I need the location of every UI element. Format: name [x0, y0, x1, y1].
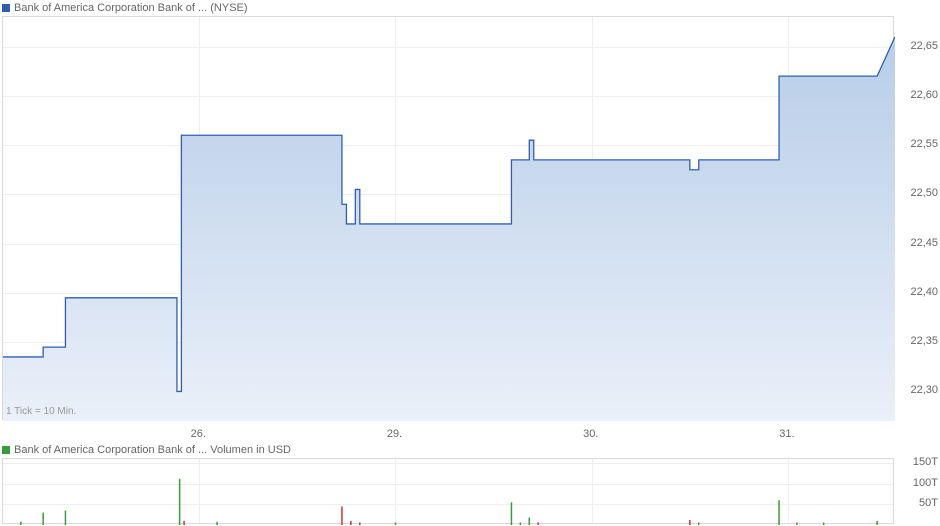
stock-chart-container: Bank of America Corporation Bank of ... …: [0, 0, 940, 526]
price-x-tick: 26.: [191, 428, 206, 440]
price-x-tick: 31.: [779, 428, 794, 440]
price-y-tick: 22,65: [910, 40, 938, 52]
price-legend-text: Bank of America Corporation Bank of ... …: [14, 2, 248, 14]
volume-y-tick: 100T: [913, 477, 938, 489]
volume-y-tick: 50T: [919, 497, 938, 509]
volume-legend-text: Bank of America Corporation Bank of ... …: [14, 444, 291, 456]
volume-legend: Bank of America Corporation Bank of ... …: [2, 444, 291, 456]
price-y-tick: 22,35: [910, 335, 938, 347]
price-x-tick: 30.: [583, 428, 598, 440]
price-y-tick: 22,45: [910, 237, 938, 249]
price-legend-swatch: [2, 4, 10, 12]
volume-chart: Bank of America Corporation Bank of ... …: [0, 442, 940, 526]
price-y-tick: 22,30: [910, 384, 938, 396]
price-legend: Bank of America Corporation Bank of ... …: [2, 2, 248, 14]
price-y-tick: 22,50: [910, 187, 938, 199]
price-y-tick: 22,60: [910, 89, 938, 101]
volume-plot-area[interactable]: [2, 458, 894, 524]
volume-y-tick: 150T: [913, 456, 938, 468]
volume-legend-swatch: [2, 446, 10, 454]
price-y-tick: 22,55: [910, 138, 938, 150]
price-plot-area[interactable]: [2, 16, 894, 420]
price-y-tick: 22,40: [910, 286, 938, 298]
price-x-tick: 29.: [387, 428, 402, 440]
tick-hint: 1 Tick = 10 Min.: [6, 406, 76, 417]
price-chart: Bank of America Corporation Bank of ... …: [0, 0, 940, 442]
